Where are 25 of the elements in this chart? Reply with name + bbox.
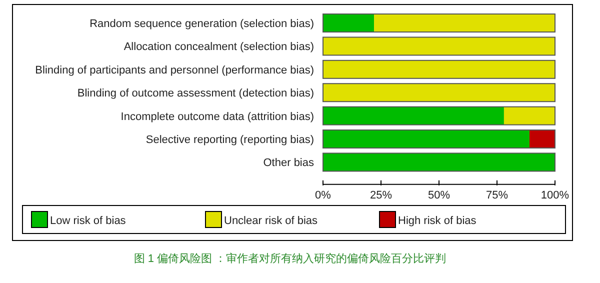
- y-tick-label: Blinding of participants and personnel (performance bias): [35, 64, 314, 76]
- y-tick-label: Incomplete outcome data (attrition bias): [120, 110, 314, 123]
- bar: [323, 14, 374, 32]
- caption: 图 1 偏倚风险图 ：审作者对所有纳入研究的偏倚风险百分比评判: [134, 252, 446, 265]
- bar: [323, 106, 504, 125]
- legend-item: Unclear risk of bias: [205, 211, 318, 228]
- bar: [529, 130, 555, 148]
- bar: [504, 106, 555, 125]
- x-tick-label: 50%: [428, 189, 450, 202]
- y-tick-label: Blinding of outcome assessment (detection bias): [77, 88, 314, 100]
- x-tick-label: 100%: [540, 189, 570, 202]
- x-tick-label: 0%: [315, 189, 332, 202]
- y-tick-label: Allocation concealment (selection bias): [124, 41, 314, 54]
- legend-label: High risk of bias: [398, 215, 477, 227]
- y-tick-label: Other bias: [263, 157, 314, 170]
- legend-label: Unclear risk of bias: [224, 215, 318, 227]
- legend-label: Low risk of bias: [50, 215, 126, 227]
- x-tick-label: 75%: [486, 189, 508, 202]
- legend-item: Low risk of bias: [31, 211, 126, 228]
- legend-item: High risk of bias: [379, 211, 476, 228]
- bar: [374, 14, 555, 32]
- y-tick-label: Selective reporting (reporting bias): [146, 134, 314, 146]
- y-tick-label: Random sequence generation (selection bias): [90, 18, 314, 30]
- x-tick-label: 25%: [370, 189, 392, 202]
- bar: [323, 130, 530, 148]
